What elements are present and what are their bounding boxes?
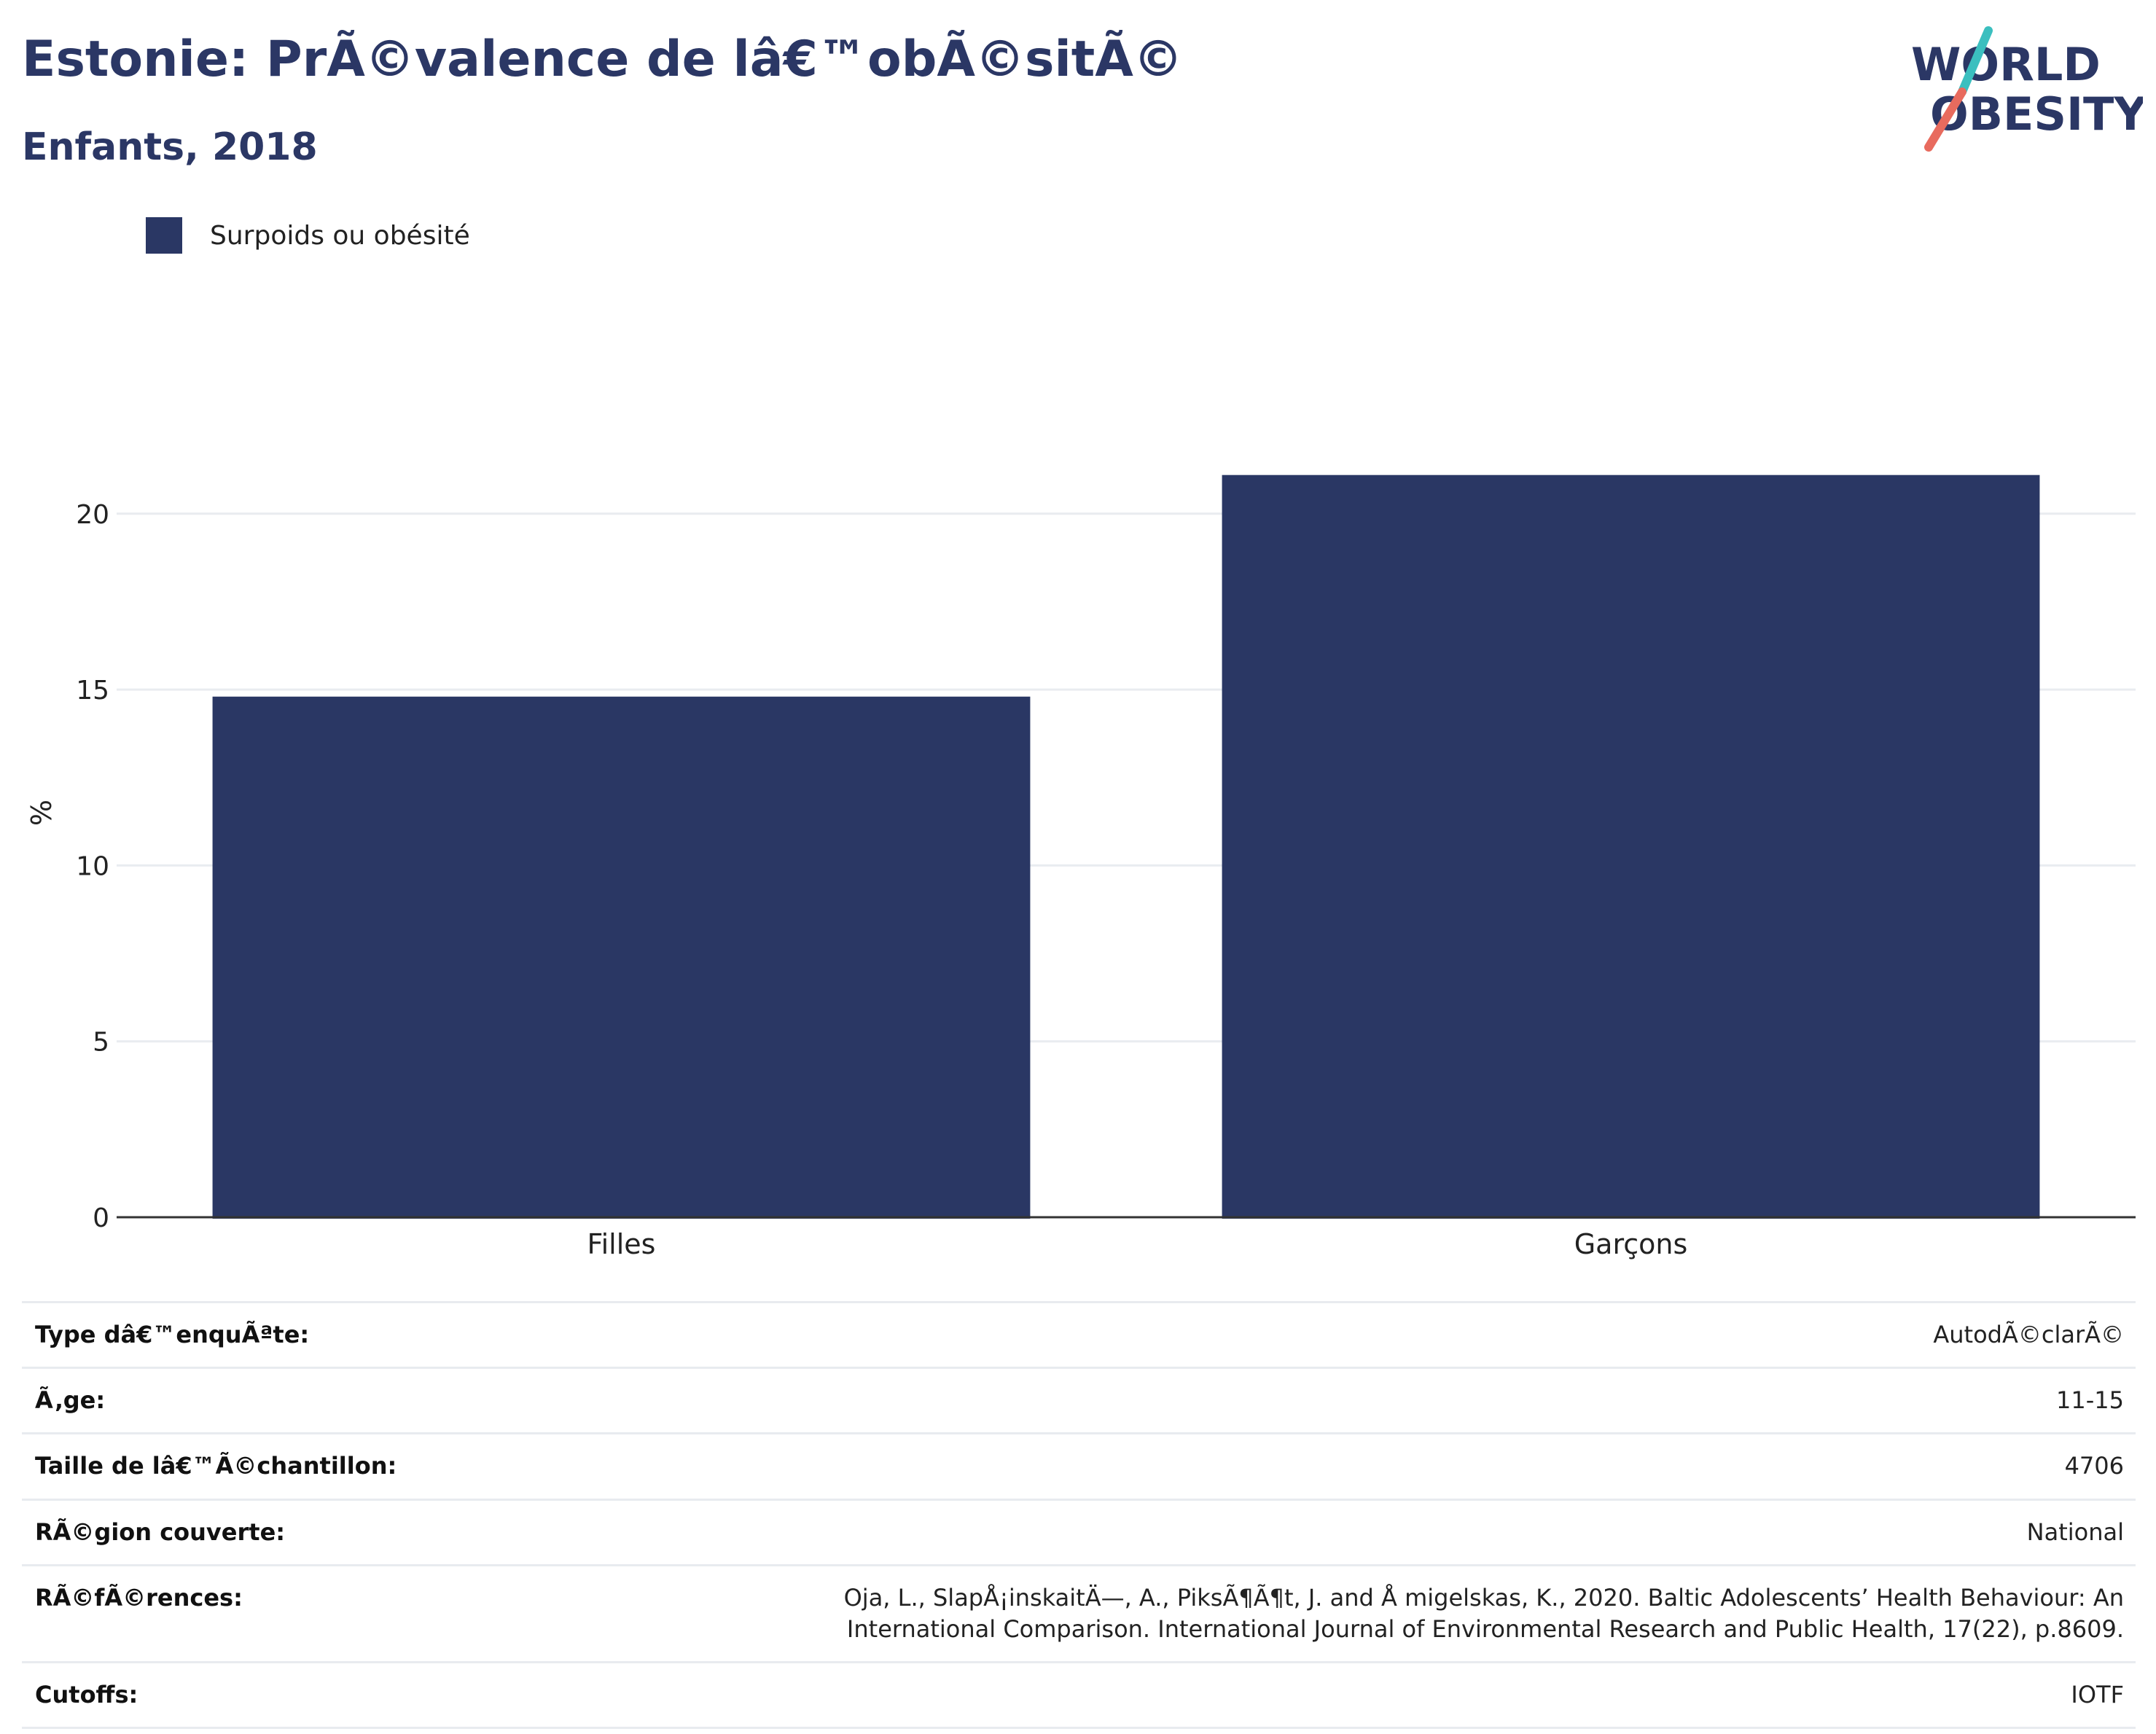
chart-subtitle: Enfants, 2018 bbox=[22, 125, 318, 169]
info-value: 4706 bbox=[703, 1432, 2136, 1500]
x-tick-labels: Filles Garçons bbox=[587, 1228, 1688, 1260]
info-label: Ã‚ge: bbox=[22, 1367, 703, 1434]
bars bbox=[212, 474, 2040, 1219]
legend-swatch bbox=[146, 217, 182, 254]
info-label: Type dâ€™enquÃªte: bbox=[22, 1300, 703, 1368]
y-tick-label: 0 bbox=[93, 1203, 109, 1233]
bar-garçons[interactable] bbox=[1222, 474, 2040, 1219]
legend-label: Surpoids ou obésité bbox=[210, 220, 470, 251]
bar-chart: 0 5 10 15 20 Filles Garçons % bbox=[26, 474, 2136, 1260]
info-row: Taille de lâ€™Ã©chantillon: 4706 bbox=[22, 1432, 2136, 1500]
y-tick-label: 10 bbox=[76, 851, 109, 881]
info-row: RÃ©fÃ©rences: Oja, L., SlapÅ¡inskaitÄ—, A… bbox=[22, 1563, 2136, 1663]
info-value: 11-15 bbox=[703, 1367, 2136, 1434]
bar-filles[interactable] bbox=[212, 696, 1031, 1219]
x-tick-label: Filles bbox=[587, 1228, 656, 1260]
info-label: Taille de lâ€™Ã©chantillon: bbox=[22, 1432, 703, 1500]
y-tick-label: 20 bbox=[76, 500, 109, 530]
chart-legend[interactable]: Surpoids ou obésité bbox=[146, 217, 470, 254]
info-label: Cutoffs: bbox=[22, 1661, 703, 1730]
info-label: RÃ©fÃ©rences: bbox=[22, 1563, 703, 1663]
info-label: RÃ©gion couverte: bbox=[22, 1498, 703, 1566]
info-row: Ã‚ge: 11-15 bbox=[22, 1367, 2136, 1434]
y-tick-labels: 0 5 10 15 20 bbox=[76, 500, 109, 1233]
info-row: Cutoffs: IOTF bbox=[22, 1661, 2136, 1730]
survey-info-table: Type dâ€™enquÃªte: AutodÃ©clarÃ© Ã‚ge: 11-1… bbox=[22, 1300, 2136, 1730]
logo-slash-top bbox=[1958, 26, 1993, 96]
y-tick-label: 5 bbox=[93, 1028, 109, 1058]
logo-line-obesity: OBESITY bbox=[1930, 87, 2143, 141]
x-tick-label: Garçons bbox=[1574, 1228, 1688, 1260]
logo-line-world: WORLD bbox=[1911, 38, 2101, 91]
info-value: National bbox=[703, 1498, 2136, 1566]
info-value: AutodÃ©clarÃ© bbox=[703, 1300, 2136, 1368]
world-obesity-logo: WORLD OBESITY bbox=[1911, 26, 2143, 152]
chart-title: Estonie: PrÃ©valence de lâ€™obÃ©sitÃ© bbox=[22, 31, 1183, 88]
y-axis-label: % bbox=[26, 800, 58, 826]
info-row: RÃ©gion couverte: National bbox=[22, 1498, 2136, 1566]
info-value: Oja, L., SlapÅ¡inskaitÄ—, A., PiksÃ¶Ã¶t,… bbox=[703, 1563, 2136, 1663]
y-tick-label: 15 bbox=[76, 676, 109, 706]
info-value: IOTF bbox=[703, 1661, 2136, 1730]
info-row: Type dâ€™enquÃªte: AutodÃ©clarÃ© bbox=[22, 1300, 2136, 1368]
logo-slash-bottom bbox=[1924, 87, 1966, 152]
